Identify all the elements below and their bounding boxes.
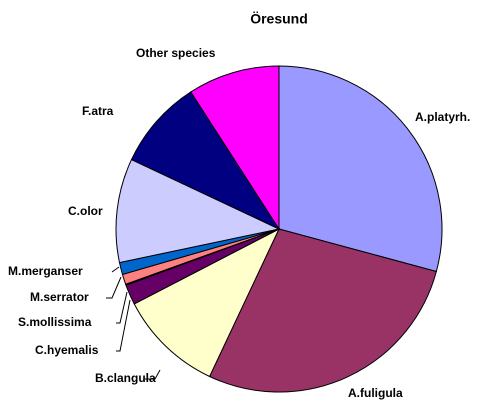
- pie-slice: [278, 65, 443, 273]
- slice-label: F.atra: [82, 104, 114, 118]
- slice-label: B.clangula: [95, 371, 156, 385]
- slice-label: C.olor: [68, 204, 103, 218]
- pie-slice: [133, 227, 281, 378]
- slice-label: Other species: [136, 46, 216, 60]
- leader-line: [111, 266, 120, 273]
- leader-line: [116, 299, 131, 352]
- pie-slice: [208, 228, 437, 393]
- pie-slice: [130, 91, 281, 231]
- slice-label: A.platyrh.: [415, 110, 470, 124]
- pie-slice: [115, 158, 281, 264]
- slice-label: M.serrator: [30, 290, 89, 304]
- slice-label: S.mollissima: [18, 315, 92, 329]
- slice-label: C.hyemalis: [35, 343, 99, 357]
- slice-label: M.merganser: [8, 264, 83, 278]
- chart-title: Öresund: [250, 11, 308, 27]
- slice-label: A.fuligula: [348, 386, 403, 400]
- leader-line: [145, 369, 161, 380]
- leader-line: [116, 291, 128, 324]
- leader-line: [106, 276, 122, 299]
- pie-slice: [190, 65, 280, 231]
